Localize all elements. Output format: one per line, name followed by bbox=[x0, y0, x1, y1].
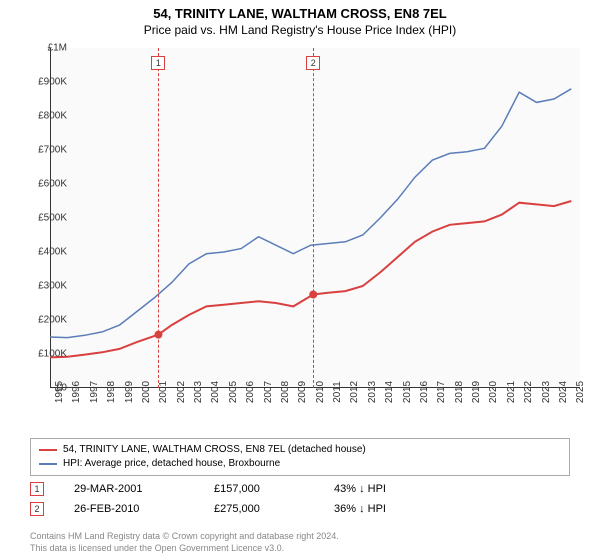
x-tick-label: 1996 bbox=[71, 381, 82, 403]
marker-line bbox=[158, 48, 159, 388]
chart-title: 54, TRINITY LANE, WALTHAM CROSS, EN8 7EL bbox=[0, 0, 600, 21]
marker-box: 2 bbox=[306, 56, 320, 70]
legend-swatch bbox=[39, 449, 57, 451]
chart-subtitle: Price paid vs. HM Land Registry's House … bbox=[0, 21, 600, 41]
chart-lines bbox=[50, 48, 580, 388]
sales-rows: 1 29-MAR-2001 £157,000 43% ↓ HPI 2 26-FEB-201… bbox=[30, 476, 570, 516]
marker-box: 1 bbox=[151, 56, 165, 70]
sale-marker: 1 bbox=[30, 482, 44, 496]
x-tick-label: 2007 bbox=[263, 381, 274, 403]
sale-date: 26-FEB-2010 bbox=[74, 503, 184, 515]
footer-line-2: This data is licensed under the Open Gov… bbox=[30, 542, 339, 554]
legend-label: HPI: Average price, detached house, Brox… bbox=[63, 457, 280, 471]
legend: 54, TRINITY LANE, WALTHAM CROSS, EN8 7EL… bbox=[30, 438, 570, 516]
x-tick-label: 2000 bbox=[141, 381, 152, 403]
x-tick-label: 2024 bbox=[558, 381, 569, 403]
x-tick-label: 1995 bbox=[54, 381, 65, 403]
marker-line bbox=[313, 48, 314, 388]
legend-row: 54, TRINITY LANE, WALTHAM CROSS, EN8 7EL… bbox=[39, 443, 561, 457]
series-price_paid bbox=[50, 201, 571, 357]
x-tick-label: 2019 bbox=[471, 381, 482, 403]
footer-line-1: Contains HM Land Registry data © Crown c… bbox=[30, 530, 339, 542]
legend-box: 54, TRINITY LANE, WALTHAM CROSS, EN8 7EL… bbox=[30, 438, 570, 476]
sale-date: 29-MAR-2001 bbox=[74, 483, 184, 495]
x-tick-label: 2001 bbox=[158, 381, 169, 403]
x-tick-label: 2010 bbox=[315, 381, 326, 403]
x-tick-label: 2012 bbox=[349, 381, 360, 403]
x-tick-label: 2017 bbox=[436, 381, 447, 403]
x-tick-label: 2011 bbox=[332, 381, 343, 403]
x-tick-label: 1999 bbox=[124, 381, 135, 403]
y-tick-label: £800K bbox=[38, 111, 67, 122]
x-tick-label: 2025 bbox=[575, 381, 586, 403]
x-tick-label: 2004 bbox=[210, 381, 221, 403]
y-tick-label: £700K bbox=[38, 145, 67, 156]
x-tick-label: 2021 bbox=[506, 381, 517, 403]
x-tick-label: 2009 bbox=[297, 381, 308, 403]
sale-row: 1 29-MAR-2001 £157,000 43% ↓ HPI bbox=[30, 476, 570, 496]
sale-price: £275,000 bbox=[214, 503, 304, 515]
y-tick-label: £300K bbox=[38, 281, 67, 292]
sale-marker: 2 bbox=[30, 502, 44, 516]
x-tick-label: 1997 bbox=[89, 381, 100, 403]
x-tick-label: 2002 bbox=[176, 381, 187, 403]
y-tick-label: £900K bbox=[38, 77, 67, 88]
x-tick-label: 2018 bbox=[454, 381, 465, 403]
x-tick-label: 2016 bbox=[419, 381, 430, 403]
footer: Contains HM Land Registry data © Crown c… bbox=[30, 530, 339, 554]
sale-price: £157,000 bbox=[214, 483, 304, 495]
y-tick-label: £1M bbox=[48, 43, 67, 54]
x-tick-label: 2014 bbox=[384, 381, 395, 403]
sale-delta: 36% ↓ HPI bbox=[334, 503, 386, 515]
y-tick-label: £200K bbox=[38, 315, 67, 326]
x-tick-label: 2003 bbox=[193, 381, 204, 403]
sale-row: 2 26-FEB-2010 £275,000 36% ↓ HPI bbox=[30, 496, 570, 516]
x-tick-label: 2020 bbox=[488, 381, 499, 403]
y-tick-label: £400K bbox=[38, 247, 67, 258]
x-tick-label: 2015 bbox=[402, 381, 413, 403]
legend-row: HPI: Average price, detached house, Brox… bbox=[39, 457, 561, 471]
x-tick-label: 2006 bbox=[245, 381, 256, 403]
x-tick-label: 1998 bbox=[106, 381, 117, 403]
y-tick-label: £100K bbox=[38, 349, 67, 360]
x-tick-label: 2008 bbox=[280, 381, 291, 403]
x-tick-label: 2005 bbox=[228, 381, 239, 403]
x-tick-label: 2022 bbox=[523, 381, 534, 403]
sale-delta: 43% ↓ HPI bbox=[334, 483, 386, 495]
legend-swatch bbox=[39, 463, 57, 465]
legend-label: 54, TRINITY LANE, WALTHAM CROSS, EN8 7EL… bbox=[63, 443, 366, 457]
chart-container: 54, TRINITY LANE, WALTHAM CROSS, EN8 7EL… bbox=[0, 0, 600, 560]
series-hpi bbox=[50, 89, 571, 338]
x-tick-label: 2013 bbox=[367, 381, 378, 403]
y-tick-label: £500K bbox=[38, 213, 67, 224]
y-tick-label: £600K bbox=[38, 179, 67, 190]
x-tick-label: 2023 bbox=[541, 381, 552, 403]
